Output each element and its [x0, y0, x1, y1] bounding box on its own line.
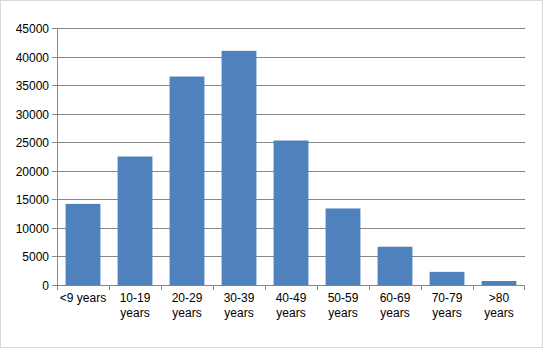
tick-mark	[52, 171, 57, 172]
x-axis	[57, 285, 525, 286]
category-label: 40-49years	[276, 291, 307, 320]
chart-container: 0 5000 10000 15000 20000 25000 30000 35000 40000…	[0, 0, 543, 348]
tick-mark	[52, 57, 57, 58]
tick-label: 25000	[16, 136, 50, 150]
y-axis	[57, 28, 58, 285]
category-label: 50-59years	[328, 291, 359, 320]
tick-label: 40000	[16, 51, 50, 65]
bar	[222, 51, 257, 285]
bar	[482, 281, 517, 285]
category-label: 60-69years	[380, 291, 411, 320]
bar	[430, 272, 465, 285]
x-tick	[317, 285, 318, 290]
tick-label: 30000	[16, 108, 50, 122]
tick-mark	[52, 228, 57, 229]
bars	[66, 51, 517, 285]
x-tick	[265, 285, 266, 290]
category-label: <9 years	[60, 291, 106, 305]
x-tick	[369, 285, 370, 290]
grid-line	[57, 114, 525, 115]
tick-label: 45000	[16, 22, 50, 36]
category-label: 70-79years	[432, 291, 463, 320]
tick-mark	[52, 142, 57, 143]
tick-mark	[52, 199, 57, 200]
category-label: 10-19years	[120, 291, 151, 320]
bar	[274, 141, 309, 285]
tick-mark	[52, 85, 57, 86]
grid-line	[57, 57, 525, 58]
grid-line	[57, 28, 525, 29]
tick-mark	[52, 28, 57, 29]
x-tick	[109, 285, 110, 290]
x-tick	[57, 285, 58, 290]
tick-label: 0	[42, 279, 49, 293]
grid-line	[57, 85, 525, 86]
bar	[170, 77, 205, 285]
tick-label: 35000	[16, 79, 50, 93]
category-label: >80years	[484, 291, 513, 320]
tick-mark	[52, 285, 57, 286]
bar	[378, 247, 413, 285]
tick-mark	[52, 256, 57, 257]
bar	[118, 157, 153, 286]
x-tick	[161, 285, 162, 290]
x-tick	[421, 285, 422, 290]
category-label: 30-39years	[224, 291, 255, 320]
grid-line	[57, 285, 525, 286]
category-label: 20-29years	[172, 291, 203, 320]
tick-mark	[52, 114, 57, 115]
chart-frame	[1, 1, 543, 348]
tick-label: 15000	[16, 193, 50, 207]
x-tick	[213, 285, 214, 290]
bar	[326, 208, 361, 285]
x-tick	[524, 285, 525, 290]
bar	[66, 204, 101, 285]
tick-label: 5000	[22, 250, 49, 264]
x-tick	[473, 285, 474, 290]
chart: 0 5000 10000 15000 20000 25000 30000 35000 40000…	[0, 0, 543, 348]
tick-label: 10000	[16, 222, 50, 236]
tick-label: 20000	[16, 165, 50, 179]
